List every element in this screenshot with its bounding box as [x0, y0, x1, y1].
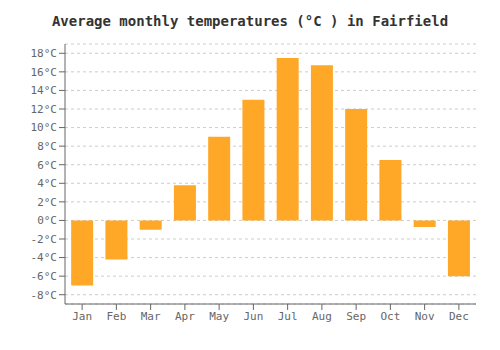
- svg-text:Jul: Jul: [278, 310, 298, 323]
- html-text:Average monthly temperatures (: Average monthly temperatures (°C ) in Fa…: [51, 13, 449, 29]
- svg-text:Jan: Jan: [72, 310, 92, 323]
- svg-text:Feb: Feb: [106, 310, 126, 323]
- svg-text:8°C: 8°C: [37, 140, 57, 153]
- svg-text:Apr: Apr: [175, 310, 195, 323]
- svg-text:12°C: 12°C: [31, 103, 58, 116]
- svg-text:Mar: Mar: [141, 310, 161, 323]
- svg-text:Oct: Oct: [380, 310, 400, 323]
- svg-text:-2°C: -2°C: [31, 233, 58, 246]
- svg-text:Sep: Sep: [346, 310, 366, 323]
- svg-text:0°C: 0°C: [37, 214, 57, 227]
- svg-text:-6°C: -6°C: [31, 270, 58, 283]
- svg-text:Nov: Nov: [415, 310, 435, 323]
- svg-text:-8°C: -8°C: [31, 289, 58, 302]
- svg-text:6°C: 6°C: [37, 159, 57, 172]
- svg-text:4°C: 4°C: [37, 177, 57, 190]
- svg-text:10°C: 10°C: [31, 121, 58, 134]
- svg-text:16°C: 16°C: [31, 66, 58, 79]
- svg-text:14°C: 14°C: [31, 84, 58, 97]
- svg-text:Jun: Jun: [243, 310, 263, 323]
- svg-text:May: May: [209, 310, 229, 323]
- svg-text:Dec: Dec: [449, 310, 469, 323]
- svg-text:2°C: 2°C: [37, 196, 57, 209]
- svg-text:18°C: 18°C: [31, 47, 58, 60]
- svg-text:Aug: Aug: [312, 310, 332, 323]
- svg-text:-4°C: -4°C: [31, 251, 58, 264]
